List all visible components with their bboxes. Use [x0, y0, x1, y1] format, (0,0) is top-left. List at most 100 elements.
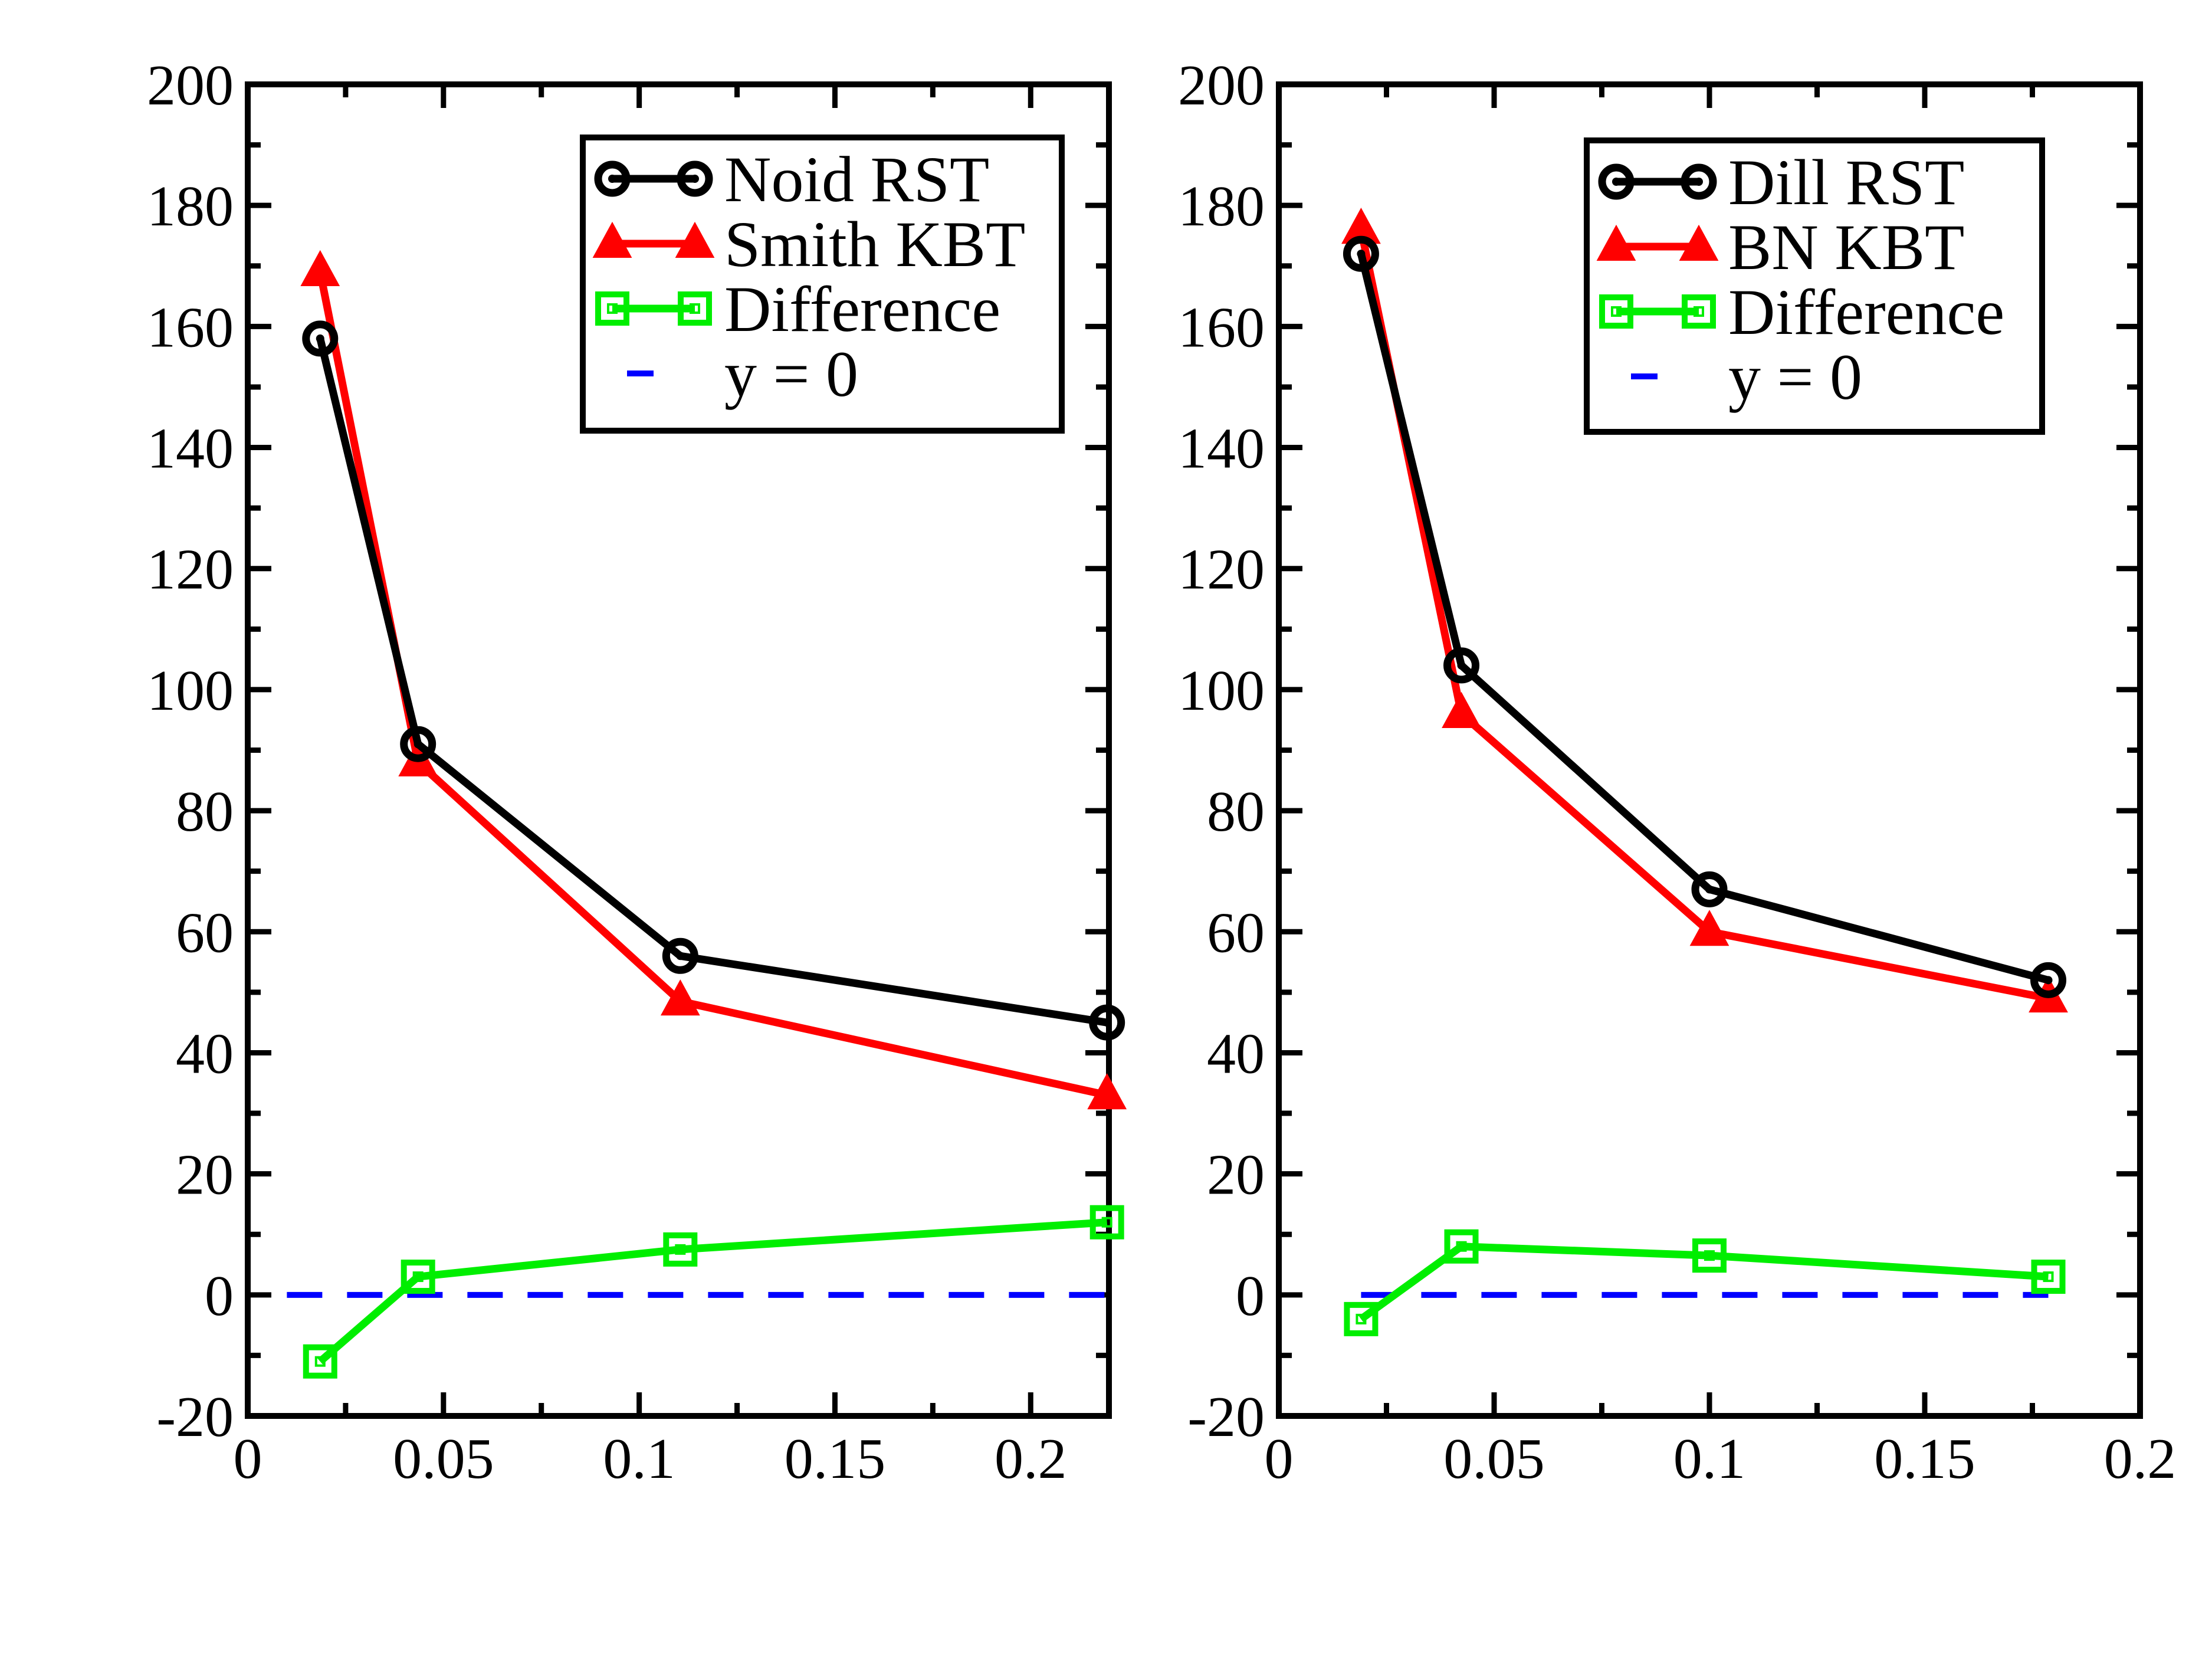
data-point: [1343, 235, 1379, 272]
data-point: [662, 937, 698, 974]
data-point-inner: [412, 1271, 424, 1283]
legend-swatch-marker-center: [691, 175, 699, 183]
axes-1-y-tick-label: 20: [176, 1143, 234, 1207]
data-point-center: [316, 334, 324, 343]
legend-swatch-marker-inner: [1694, 306, 1704, 317]
axes-2-x-tick-label: 0.05: [1443, 1427, 1545, 1491]
axes-2-x-tick-label: 0.2: [2104, 1427, 2177, 1491]
axes-1-x-tick-label: 0.2: [995, 1427, 1067, 1491]
series-line: [1358, 1242, 2049, 1323]
axes-2-x-tick-label: 0.1: [1673, 1427, 1746, 1491]
data-point-center: [1357, 250, 1366, 258]
axes-1-series-difference: [303, 1205, 1124, 1379]
axes-1-x-tick-label: 0.05: [393, 1427, 494, 1491]
data-point: [1692, 1238, 1727, 1273]
data-point-inner: [314, 1356, 326, 1367]
axes-2-y-tick-label: -20: [1187, 1385, 1265, 1449]
axes-1-y-tick-label: 160: [147, 296, 234, 359]
data-point-inner: [1101, 1217, 1112, 1228]
legend-label: Difference: [1728, 276, 2004, 348]
axes-2-y-tick-label: 100: [1178, 659, 1265, 723]
legend-swatch-marker: [677, 160, 713, 197]
data-point-center: [2044, 976, 2053, 985]
legend-swatch-marker: [1682, 294, 1716, 329]
axes-1-y-tick-label: 200: [147, 54, 234, 117]
data-point-inner: [1456, 1241, 1467, 1252]
data-point: [663, 1232, 698, 1267]
data-point: [1087, 1073, 1127, 1110]
axes-2-y-tick-label: 200: [1178, 54, 1265, 117]
legend-label: y = 0: [724, 338, 858, 410]
data-point: [401, 1260, 435, 1294]
data-point-inner: [1356, 1313, 1367, 1324]
data-point: [300, 250, 340, 287]
axes-2-y-tick-label: 60: [1207, 901, 1265, 965]
data-point: [1689, 910, 1729, 946]
axes-2-series-difference: [1344, 1229, 2066, 1336]
legend-swatch-marker-inner: [607, 303, 618, 314]
axes-1-y-tick-label: 0: [205, 1264, 234, 1328]
axes-1-series-noid-rst: [302, 320, 1125, 1041]
data-point: [1344, 1301, 1379, 1336]
legend-swatch-marker-inner: [1611, 306, 1622, 317]
axes-2-y-tick-label: 40: [1207, 1022, 1265, 1086]
axes-1-y-tick-label: 60: [176, 901, 234, 965]
axes-1-x-tick-label: 0.1: [603, 1427, 675, 1491]
axes-1-y-tick-label: -20: [156, 1385, 234, 1449]
axes-2-x-tick-label: 0.15: [1874, 1427, 1975, 1491]
data-point: [303, 1344, 337, 1379]
axes-2-y-tick-label: 20: [1207, 1143, 1265, 1207]
axes-1-y-tick-label: 40: [176, 1022, 234, 1086]
data-point-inner: [1704, 1250, 1715, 1261]
axes-1-y-tick-label: 120: [147, 538, 234, 602]
data-point: [1089, 1205, 1124, 1240]
axes-2-y-tick-label: 120: [1178, 538, 1265, 602]
data-point: [2030, 962, 2067, 998]
axes-2-y-tick-label: 0: [1236, 1264, 1265, 1328]
axes-2-series-dill-rst: [1343, 235, 2067, 998]
legend-swatch-marker-center: [1612, 178, 1620, 186]
legend-swatch-marker: [1681, 163, 1717, 200]
legend-label: Dill RST: [1728, 146, 1964, 218]
data-point: [302, 320, 339, 357]
series-line: [317, 1218, 1108, 1365]
data-point: [660, 979, 700, 1016]
legend-swatch-marker: [592, 221, 632, 258]
legend-label: Noid RST: [724, 143, 989, 215]
data-point: [1443, 647, 1480, 684]
axes-2-y-tick-label: 160: [1178, 296, 1265, 359]
legend-swatch-marker: [1679, 224, 1719, 261]
series-line: [316, 337, 1108, 1027]
axes-1-x-tick-label: 0.15: [785, 1427, 886, 1491]
legend-swatch-marker-center: [608, 175, 616, 183]
data-point-center: [1705, 885, 1714, 894]
legend-label: Smith KBT: [724, 208, 1025, 280]
data-point: [1444, 1229, 1479, 1264]
legend-swatch-marker: [595, 291, 629, 326]
data-point-center: [676, 952, 685, 960]
data-point: [1442, 691, 1481, 728]
legend-swatch-marker-center: [1695, 178, 1703, 186]
legend-swatch-marker-inner: [690, 303, 700, 314]
data-point: [2031, 1260, 2066, 1294]
legend-swatch-marker: [594, 160, 631, 197]
axes-1-y-tick-label: 100: [147, 659, 234, 723]
axes-1-x-tick-label: 0: [234, 1427, 262, 1491]
legend-label: Difference: [724, 273, 1000, 345]
axes-2-y-tick-label: 80: [1207, 780, 1265, 844]
legend-label: y = 0: [1728, 341, 1862, 413]
data-point-center: [1457, 661, 1466, 670]
axes-1-y-tick-label: 80: [176, 780, 234, 844]
legend-swatch-marker: [678, 291, 712, 326]
legend-swatch-marker: [1598, 163, 1635, 200]
axes-2-y-tick-label: 180: [1178, 175, 1265, 238]
data-point: [1089, 1004, 1125, 1041]
data-point: [400, 726, 437, 762]
data-point-center: [413, 740, 422, 749]
legend-box: [1584, 137, 2045, 435]
axes-1-y-tick-label: 140: [147, 417, 234, 481]
